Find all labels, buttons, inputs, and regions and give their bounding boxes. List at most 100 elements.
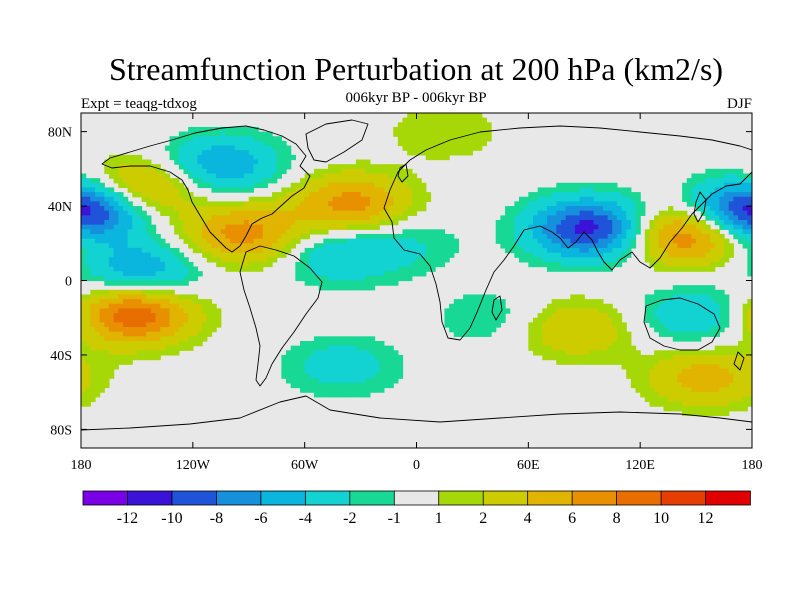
field-cell <box>588 327 595 333</box>
field-cell <box>747 322 752 328</box>
field-cell <box>551 299 557 305</box>
field-cell <box>374 280 380 286</box>
field-cell <box>388 206 394 212</box>
field-cell <box>402 233 408 240</box>
field-cell <box>309 247 315 254</box>
field-cell <box>733 196 739 202</box>
field-cell <box>253 238 259 244</box>
field-cell <box>118 224 124 230</box>
field-cell <box>397 164 404 170</box>
x-tick-label-180-0: 180 <box>71 458 92 473</box>
field-cell <box>108 271 115 277</box>
field-cell <box>686 368 693 375</box>
field-cell <box>598 206 604 212</box>
field-cell <box>286 145 292 151</box>
field-cell <box>94 350 101 356</box>
field-cell <box>458 113 464 119</box>
field-cell <box>122 266 129 272</box>
field-cell <box>421 206 427 212</box>
field-cell <box>719 257 725 263</box>
field-cell <box>365 238 371 244</box>
field-cell <box>239 159 245 165</box>
field-cell <box>579 196 585 202</box>
field-cell <box>104 303 110 310</box>
field-cell <box>714 354 720 361</box>
field-cell <box>686 396 693 403</box>
field-cell <box>500 299 506 305</box>
field-cell <box>607 336 613 342</box>
field-cell <box>99 275 105 282</box>
field-cell <box>365 275 371 282</box>
field-cell <box>220 210 227 216</box>
field-cell <box>81 299 87 305</box>
field-cell <box>188 229 194 235</box>
field-cell <box>286 229 292 235</box>
field-cell <box>150 168 157 175</box>
field-cell <box>495 229 501 235</box>
field-cell <box>136 159 143 165</box>
field-cell <box>309 266 315 272</box>
field-cell <box>602 340 609 347</box>
field-cell <box>686 257 693 263</box>
field-cell <box>90 252 96 258</box>
field-cell <box>612 340 618 347</box>
field-cell <box>113 313 119 319</box>
field-cell <box>150 182 157 189</box>
field-cell <box>220 252 227 258</box>
field-cell <box>658 327 665 333</box>
field-cell <box>444 308 450 314</box>
field-cell <box>160 275 166 282</box>
field-cell <box>705 210 711 216</box>
field-cell <box>528 247 534 254</box>
field-cell <box>579 331 585 337</box>
field-cell <box>318 182 324 189</box>
field-cell <box>369 238 376 244</box>
field-cell <box>705 327 711 333</box>
field-cell <box>164 303 171 310</box>
field-cell <box>388 220 394 226</box>
field-cell <box>174 331 180 337</box>
field-cell <box>523 201 529 207</box>
field-cell <box>537 345 543 351</box>
field-cell <box>99 182 105 189</box>
field-cell <box>565 299 571 305</box>
field-cell <box>467 331 474 337</box>
field-cell <box>113 220 119 226</box>
field-cell <box>313 275 320 282</box>
field-cell <box>584 345 590 351</box>
field-cell <box>556 345 562 351</box>
field-cell <box>435 252 441 258</box>
field-cell <box>104 233 110 240</box>
field-cell <box>616 243 623 249</box>
field-cell <box>546 243 553 249</box>
field-cell <box>300 364 306 370</box>
field-cell <box>696 299 702 305</box>
field-cell <box>360 280 366 286</box>
field-cell <box>682 354 688 361</box>
field-cell <box>383 257 390 263</box>
field-cell <box>663 359 669 365</box>
field-cell <box>668 294 674 300</box>
field-cell <box>658 243 665 249</box>
field-cell <box>220 145 227 151</box>
field-cell <box>449 247 455 254</box>
experiment-label: Expt = teaqg-tdxog <box>81 96 197 112</box>
field-cell <box>658 364 665 370</box>
field-cell <box>262 257 268 263</box>
field-cell <box>183 140 189 147</box>
field-cell <box>332 164 338 170</box>
field-cell <box>658 368 665 375</box>
field-cell <box>411 126 418 133</box>
field-cell <box>216 159 222 165</box>
field-cell <box>327 261 334 268</box>
field-cell <box>230 182 236 189</box>
field-cell <box>290 154 296 161</box>
field-cell <box>272 159 278 165</box>
field-cell <box>202 126 208 133</box>
field-cell <box>733 220 739 226</box>
field-cell <box>621 229 627 235</box>
field-cell <box>537 252 543 258</box>
coastlines <box>81 119 752 431</box>
field-cell <box>248 182 255 189</box>
field-cell <box>724 350 730 356</box>
